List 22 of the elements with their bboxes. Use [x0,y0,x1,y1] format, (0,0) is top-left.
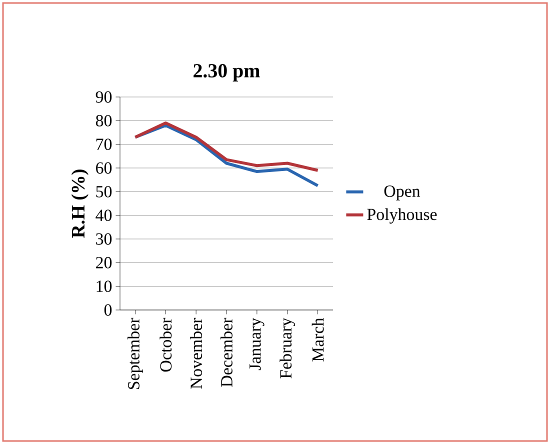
x-tick-label: January [250,318,264,370]
y-tick-label: 10 [96,280,112,292]
x-tick-label: November [190,318,202,389]
y-tick-label: 20 [96,256,112,268]
legend-label: Open [384,186,420,200]
y-tick-label: 80 [96,114,112,126]
x-tick-label: March [312,318,324,362]
x-tick-label: December [220,318,232,387]
chart-title: 2.30 pm [194,64,260,82]
y-tick-label: 50 [96,186,112,198]
y-tick-label: 0 [104,304,112,316]
y-tick-label: 30 [96,233,112,245]
line-series [134,122,320,172]
y-tick-label: 40 [96,210,112,222]
y-tick-label: 60 [96,162,112,174]
y-tick-label: 70 [96,138,112,150]
x-tick-label: October [160,318,172,372]
y-axis-title: R.H (%) [71,170,88,238]
x-tick-label: February [280,318,296,378]
legend-label: Polyhouse [367,208,437,224]
y-tick-label: 90 [96,91,112,103]
x-tick-label: September [128,318,143,390]
